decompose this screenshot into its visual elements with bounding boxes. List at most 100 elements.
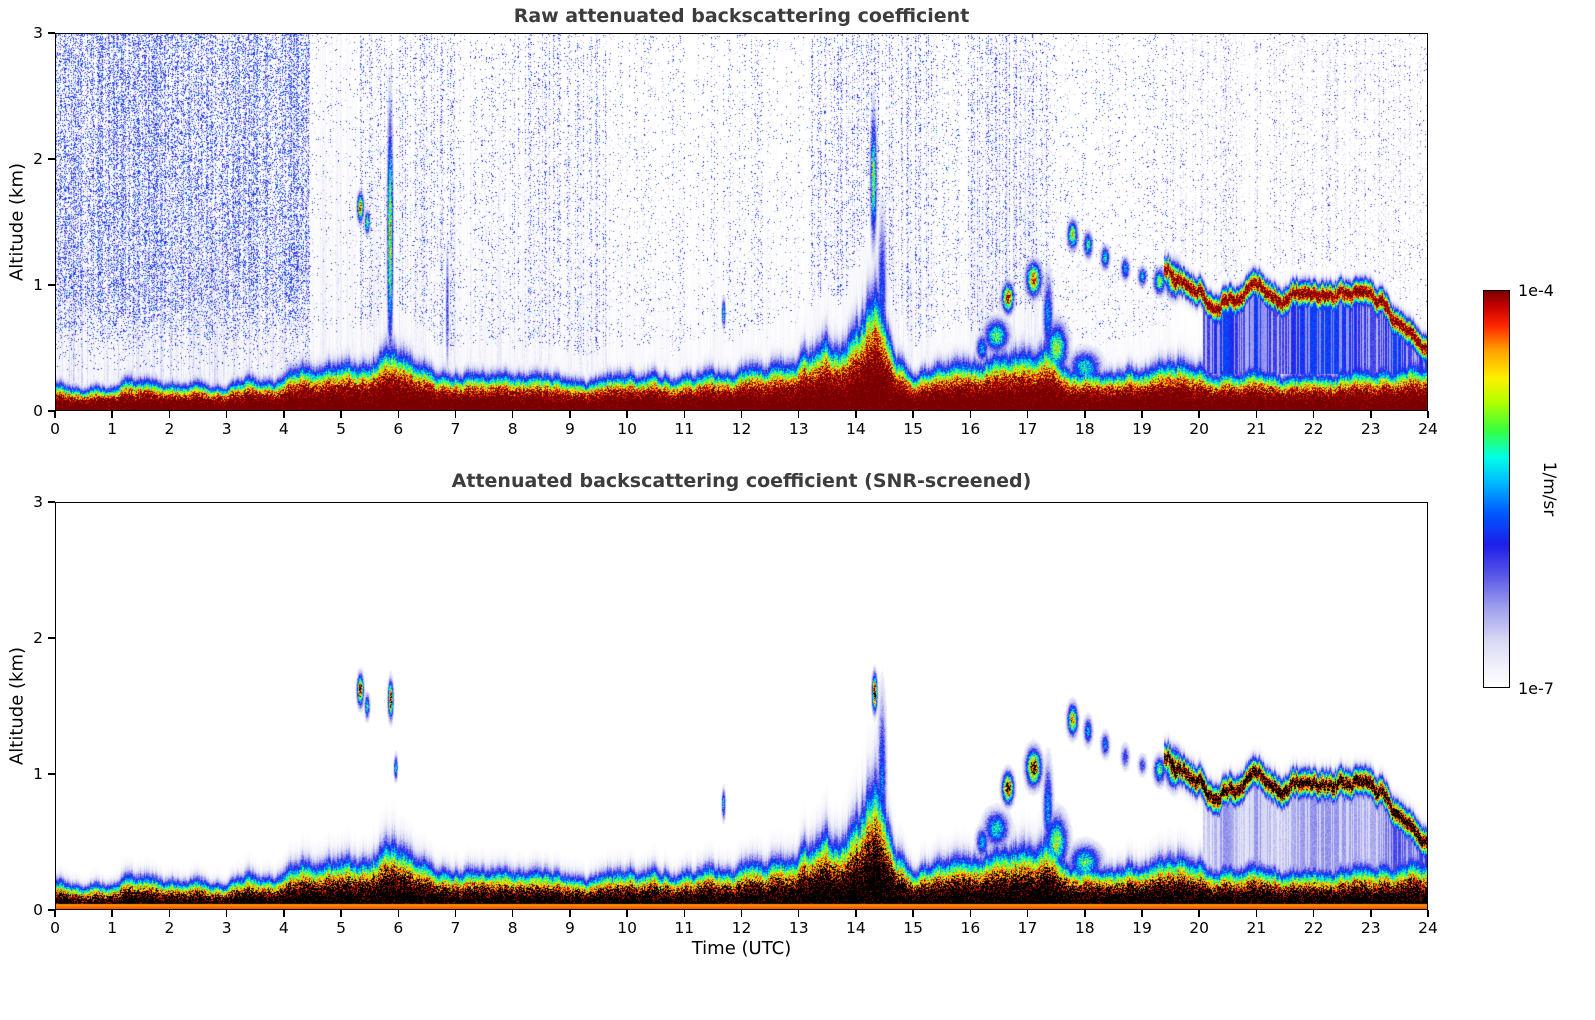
x-tick-label: 7 bbox=[450, 420, 461, 438]
x-tick-mark bbox=[1198, 411, 1200, 418]
x-tick-label: 8 bbox=[507, 919, 518, 937]
x-tick-mark bbox=[740, 411, 743, 418]
x-tick-mark bbox=[168, 910, 171, 917]
y-tick-label: 3 bbox=[33, 23, 43, 42]
y-tick-mark bbox=[48, 410, 55, 412]
x-tick-label: 24 bbox=[1418, 420, 1438, 438]
x-tick-label: 4 bbox=[278, 420, 289, 438]
y-tick-mark bbox=[48, 32, 55, 34]
x-tick-mark bbox=[397, 411, 399, 418]
x-tick-mark bbox=[1141, 910, 1143, 917]
x-axis-label: Time (UTC) bbox=[691, 938, 792, 959]
x-tick-mark bbox=[340, 411, 342, 418]
x-tick-mark bbox=[111, 411, 113, 418]
x-tick-mark bbox=[283, 411, 285, 418]
x-tick-mark bbox=[225, 910, 228, 917]
x-tick-label: 9 bbox=[564, 919, 575, 937]
x-tick-mark bbox=[1141, 411, 1143, 418]
x-tick-mark bbox=[54, 411, 56, 418]
x-tick-label: 1 bbox=[107, 919, 118, 937]
x-tick-mark bbox=[283, 910, 285, 917]
x-tick-label: 13 bbox=[788, 919, 809, 937]
screened-y-axis-label: Altitude (km) bbox=[6, 646, 28, 766]
x-tick-label: 14 bbox=[846, 420, 866, 438]
x-tick-mark bbox=[912, 411, 914, 418]
x-tick-mark bbox=[1255, 910, 1258, 917]
x-tick-label: 10 bbox=[617, 919, 637, 937]
y-tick-label: 3 bbox=[33, 492, 43, 511]
x-tick-mark bbox=[626, 411, 628, 418]
x-tick-mark bbox=[969, 411, 972, 418]
x-tick-label: 16 bbox=[960, 919, 981, 937]
raw-heatmap-canvas bbox=[55, 33, 1428, 411]
x-tick-mark bbox=[1370, 411, 1372, 418]
x-tick-mark bbox=[969, 910, 972, 917]
x-tick-mark bbox=[912, 910, 914, 917]
x-tick-mark bbox=[569, 910, 571, 917]
x-tick-label: 21 bbox=[1246, 919, 1267, 937]
x-tick-label: 4 bbox=[278, 919, 289, 937]
x-tick-label: 15 bbox=[903, 919, 923, 937]
x-tick-mark bbox=[1427, 411, 1429, 418]
raw-y-axis-label: Altitude (km) bbox=[6, 162, 28, 282]
raw-panel-title: Raw attenuated backscattering coefficien… bbox=[513, 5, 970, 27]
y-tick-label: 2 bbox=[33, 628, 43, 647]
y-tick-mark bbox=[48, 284, 55, 286]
x-tick-label: 16 bbox=[960, 420, 981, 438]
x-tick-label: 23 bbox=[1360, 919, 1381, 937]
x-tick-label: 22 bbox=[1303, 420, 1324, 438]
x-tick-label: 3 bbox=[221, 919, 232, 937]
x-tick-label: 18 bbox=[1074, 420, 1095, 438]
x-tick-label: 20 bbox=[1189, 919, 1210, 937]
x-tick-label: 5 bbox=[336, 420, 346, 438]
y-tick-label: 2 bbox=[33, 149, 43, 168]
x-tick-mark bbox=[1084, 910, 1086, 917]
x-tick-label: 17 bbox=[1017, 919, 1038, 937]
x-tick-label: 6 bbox=[393, 919, 404, 937]
x-tick-label: 21 bbox=[1246, 420, 1267, 438]
x-tick-mark bbox=[1312, 910, 1315, 917]
x-tick-label: 15 bbox=[903, 420, 923, 438]
x-tick-label: 18 bbox=[1074, 919, 1095, 937]
x-tick-label: 5 bbox=[336, 919, 346, 937]
x-tick-label: 10 bbox=[617, 420, 637, 438]
x-tick-mark bbox=[168, 411, 171, 418]
x-tick-label: 3 bbox=[221, 420, 232, 438]
x-tick-mark bbox=[454, 910, 457, 917]
x-tick-label: 2 bbox=[164, 919, 175, 937]
colorbar-gradient bbox=[1483, 290, 1510, 688]
colorbar-min-label: 1e-7 bbox=[1518, 679, 1554, 698]
x-tick-label: 11 bbox=[674, 919, 695, 937]
x-tick-mark bbox=[683, 411, 686, 418]
x-tick-label: 8 bbox=[507, 420, 518, 438]
x-tick-label: 0 bbox=[50, 919, 60, 937]
x-tick-label: 19 bbox=[1132, 420, 1152, 438]
screened-heatmap-canvas bbox=[55, 502, 1428, 910]
x-tick-mark bbox=[1198, 910, 1200, 917]
x-tick-mark bbox=[511, 411, 514, 418]
x-tick-mark bbox=[683, 910, 686, 917]
x-tick-mark bbox=[797, 411, 800, 418]
x-tick-mark bbox=[1026, 411, 1029, 418]
y-tick-label: 0 bbox=[33, 401, 43, 420]
y-tick-mark bbox=[48, 158, 55, 160]
x-tick-label: 19 bbox=[1132, 919, 1152, 937]
y-tick-mark bbox=[48, 773, 55, 775]
x-tick-mark bbox=[111, 910, 113, 917]
x-tick-label: 1 bbox=[107, 420, 118, 438]
x-tick-label: 24 bbox=[1418, 919, 1438, 937]
x-tick-label: 2 bbox=[164, 420, 175, 438]
x-tick-label: 11 bbox=[674, 420, 695, 438]
x-tick-mark bbox=[397, 910, 399, 917]
x-tick-label: 9 bbox=[564, 420, 575, 438]
y-tick-mark bbox=[48, 637, 55, 639]
x-tick-label: 12 bbox=[731, 420, 752, 438]
y-tick-label: 0 bbox=[33, 900, 43, 919]
x-tick-mark bbox=[740, 910, 743, 917]
x-tick-label: 23 bbox=[1360, 420, 1381, 438]
x-tick-mark bbox=[454, 411, 457, 418]
y-tick-mark bbox=[48, 501, 55, 503]
x-tick-label: 20 bbox=[1189, 420, 1210, 438]
screened-panel-title: Attenuated backscattering coefficient (S… bbox=[451, 470, 1032, 492]
